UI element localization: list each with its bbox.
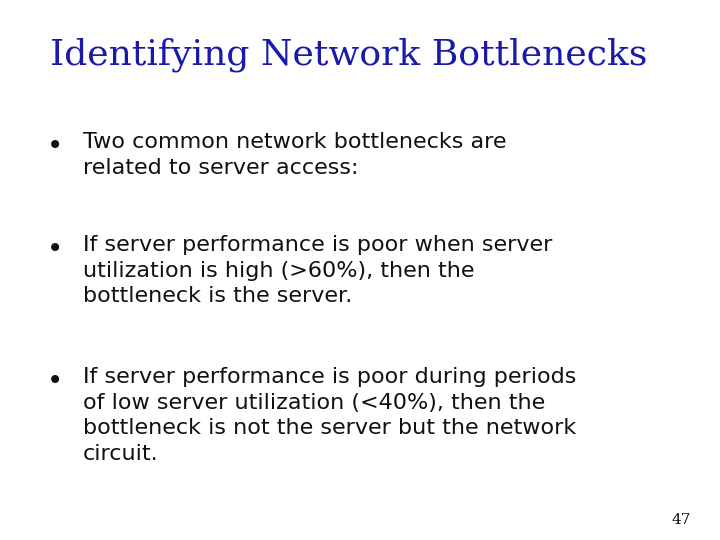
Text: •: •	[47, 235, 63, 263]
Text: If server performance is poor when server
utilization is high (>60%), then the
b: If server performance is poor when serve…	[83, 235, 552, 306]
Text: Two common network bottlenecks are
related to server access:: Two common network bottlenecks are relat…	[83, 132, 506, 178]
Text: 47: 47	[672, 512, 691, 526]
Text: Identifying Network Bottlenecks: Identifying Network Bottlenecks	[50, 38, 648, 72]
Text: If server performance is poor during periods
of low server utilization (<40%), t: If server performance is poor during per…	[83, 367, 576, 464]
Text: •: •	[47, 132, 63, 160]
Text: •: •	[47, 367, 63, 395]
